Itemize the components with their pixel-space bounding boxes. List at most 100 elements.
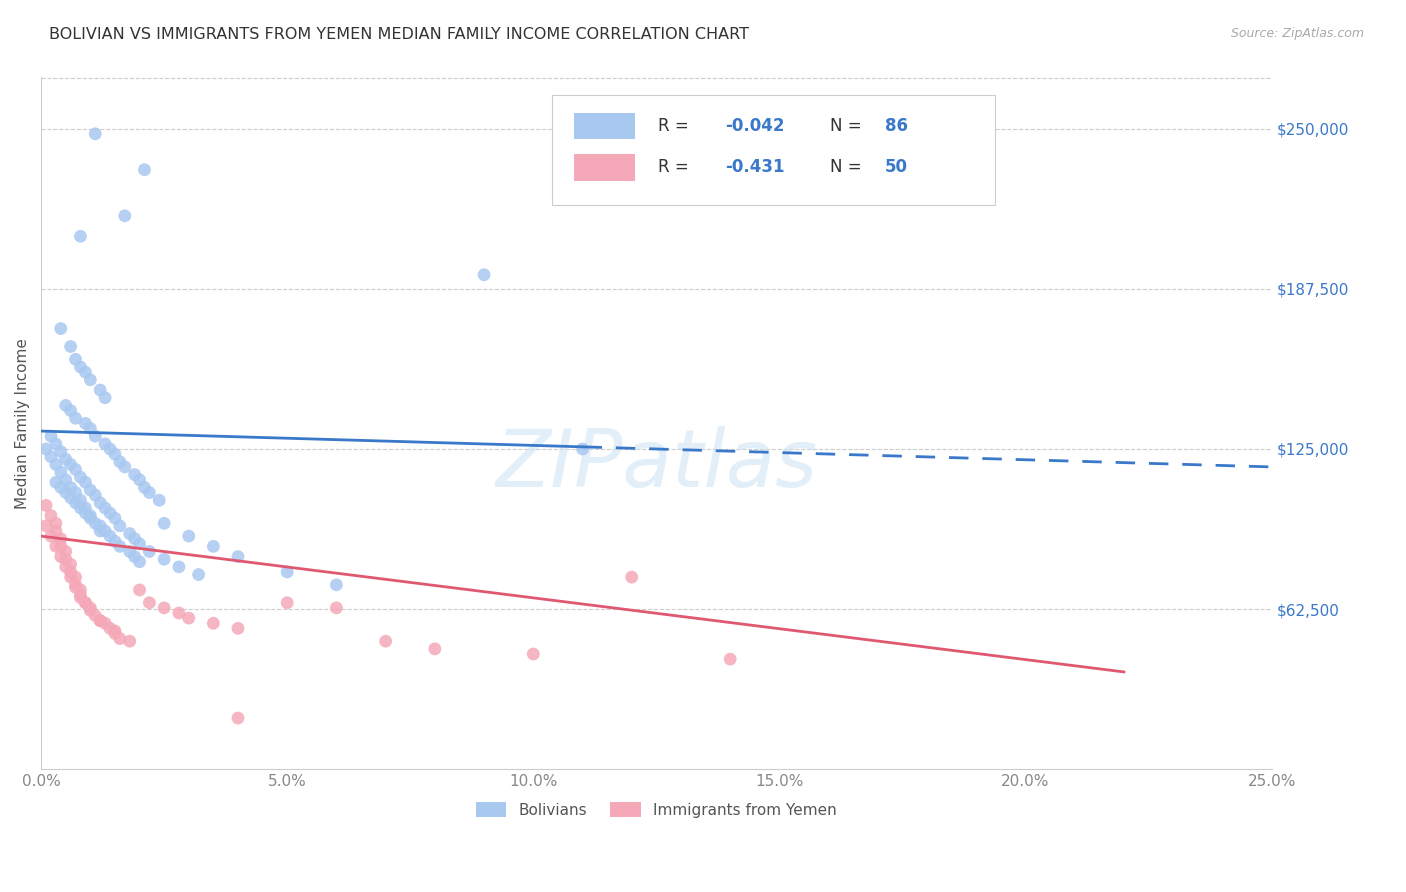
Point	[49, 465, 72, 479]
Point	[75, 417, 97, 431]
Point	[79, 483, 101, 497]
Text: N =: N =	[830, 117, 866, 135]
Point	[39, 429, 62, 443]
Point	[35, 499, 58, 513]
Point	[114, 209, 136, 223]
Point	[98, 529, 121, 543]
Point	[118, 544, 141, 558]
Point	[69, 588, 91, 602]
Point	[94, 437, 117, 451]
Point	[75, 475, 97, 490]
Point	[128, 582, 150, 597]
Point	[472, 268, 495, 282]
Point	[167, 606, 190, 620]
Point	[138, 544, 160, 558]
Point	[94, 616, 117, 631]
Point	[108, 455, 131, 469]
Point	[89, 383, 111, 397]
Point	[69, 470, 91, 484]
Point	[89, 519, 111, 533]
Point	[69, 582, 91, 597]
Point	[75, 596, 97, 610]
Point	[718, 652, 741, 666]
Point	[620, 570, 643, 584]
Point	[59, 558, 82, 572]
Point	[325, 578, 347, 592]
Point	[177, 529, 200, 543]
Point	[75, 500, 97, 515]
Point	[55, 473, 77, 487]
Text: R =: R =	[658, 117, 693, 135]
Point	[114, 459, 136, 474]
Point	[79, 600, 101, 615]
Point	[45, 458, 67, 472]
Point	[128, 555, 150, 569]
Point	[39, 450, 62, 464]
Point	[276, 596, 298, 610]
Point	[35, 519, 58, 533]
Point	[84, 127, 107, 141]
Point	[75, 506, 97, 520]
Point	[59, 458, 82, 472]
Point	[45, 540, 67, 554]
Point	[65, 462, 87, 476]
Point	[59, 565, 82, 579]
Point	[104, 624, 127, 638]
Point	[118, 526, 141, 541]
Point	[148, 493, 170, 508]
Point	[65, 411, 87, 425]
Point	[45, 437, 67, 451]
Point	[69, 229, 91, 244]
Point	[89, 524, 111, 538]
Point	[94, 391, 117, 405]
Point	[94, 500, 117, 515]
Point	[65, 578, 87, 592]
Point	[55, 485, 77, 500]
Point	[153, 552, 176, 566]
Point	[45, 516, 67, 531]
Point	[167, 560, 190, 574]
Point	[128, 537, 150, 551]
Point	[108, 632, 131, 646]
Point	[153, 600, 176, 615]
Point	[59, 339, 82, 353]
Point	[104, 626, 127, 640]
Point	[39, 508, 62, 523]
Point	[153, 516, 176, 531]
Point	[75, 365, 97, 379]
Point	[59, 480, 82, 494]
Point	[374, 634, 396, 648]
Point	[65, 352, 87, 367]
Text: ZIPatlas: ZIPatlas	[495, 425, 817, 504]
Bar	[574, 154, 636, 180]
Point	[118, 634, 141, 648]
Point	[98, 621, 121, 635]
Point	[79, 508, 101, 523]
Text: 50: 50	[886, 159, 908, 177]
Point	[55, 452, 77, 467]
Point	[226, 711, 249, 725]
Point	[49, 480, 72, 494]
Point	[226, 621, 249, 635]
Point	[49, 549, 72, 564]
Text: Source: ZipAtlas.com: Source: ZipAtlas.com	[1230, 27, 1364, 40]
Point	[79, 421, 101, 435]
Point	[124, 532, 146, 546]
Point	[84, 608, 107, 623]
Point	[69, 500, 91, 515]
Point	[202, 540, 225, 554]
Point	[108, 540, 131, 554]
Point	[65, 496, 87, 510]
Point	[84, 516, 107, 531]
Point	[79, 603, 101, 617]
Point	[39, 529, 62, 543]
Text: BOLIVIAN VS IMMIGRANTS FROM YEMEN MEDIAN FAMILY INCOME CORRELATION CHART: BOLIVIAN VS IMMIGRANTS FROM YEMEN MEDIAN…	[49, 27, 749, 42]
Point	[138, 596, 160, 610]
Point	[187, 567, 209, 582]
Point	[522, 647, 544, 661]
Text: 86: 86	[886, 117, 908, 135]
Point	[49, 321, 72, 335]
Point	[104, 447, 127, 461]
Point	[202, 616, 225, 631]
Point	[98, 506, 121, 520]
